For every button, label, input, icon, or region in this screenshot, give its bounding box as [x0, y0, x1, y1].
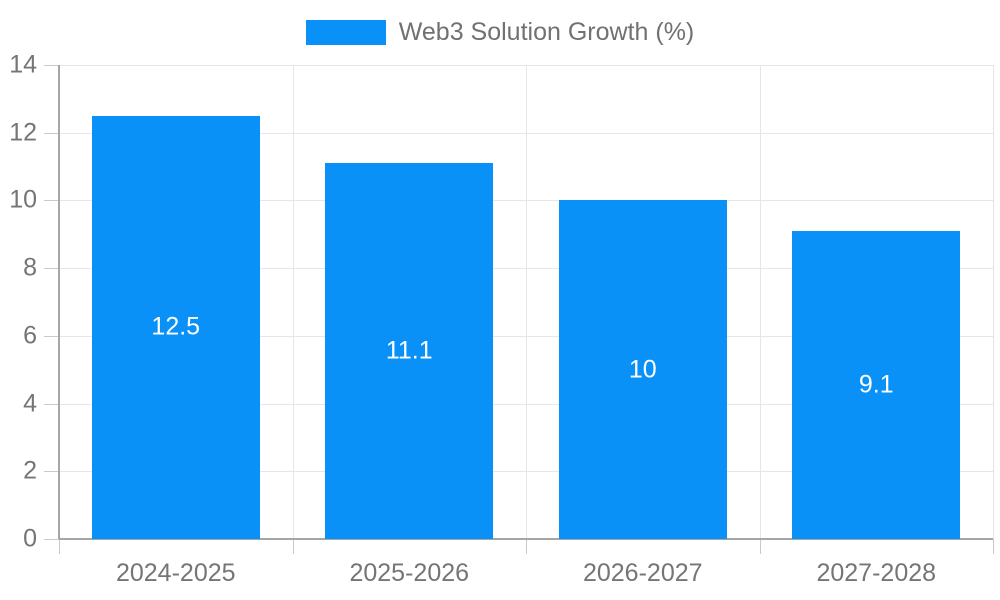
- gridline-vertical: [993, 65, 994, 539]
- y-axis-tick-label: 2: [23, 456, 37, 485]
- legend[interactable]: Web3 Solution Growth (%): [0, 18, 1000, 46]
- x-axis-tick: [292, 539, 294, 554]
- x-axis-category-label: 2026-2027: [582, 559, 703, 587]
- y-axis-tick-label: 14: [9, 50, 37, 79]
- bar-value-label: 12.5: [151, 312, 201, 341]
- x-axis-tick: [759, 539, 761, 554]
- y-axis-tick: [44, 65, 59, 66]
- x-axis-category-label: 2027-2028: [816, 559, 937, 587]
- y-axis-tick-label: 8: [23, 253, 37, 282]
- y-axis-line: [58, 65, 60, 539]
- bar-value-label: 10: [628, 355, 657, 384]
- gridline-vertical: [526, 65, 527, 539]
- bar-2024-2025[interactable]: [91, 115, 260, 539]
- legend-swatch[interactable]: [305, 19, 386, 45]
- y-axis-tick-label: 12: [9, 118, 37, 147]
- legend-label[interactable]: Web3 Solution Growth (%): [398, 18, 695, 46]
- y-axis-tick-label: 6: [23, 321, 37, 350]
- bar-2025-2026[interactable]: [325, 163, 494, 539]
- y-axis-tick: [44, 539, 59, 540]
- y-axis-tick: [44, 200, 59, 202]
- x-axis-line: [59, 538, 993, 540]
- y-axis-tick-label: 0: [23, 524, 37, 553]
- x-axis-tick: [59, 539, 60, 554]
- y-axis-tick: [44, 132, 59, 134]
- x-axis-tick: [526, 539, 527, 554]
- bar-value-label: 11.1: [385, 336, 433, 365]
- gridline-vertical: [292, 65, 294, 539]
- bar-2026-2027[interactable]: [558, 200, 727, 539]
- bar-2027-2028[interactable]: [792, 230, 961, 539]
- y-axis-tick-label: 4: [23, 389, 37, 418]
- bar-value-label: 9.1: [858, 370, 894, 399]
- x-axis-category-label: 2024-2025: [115, 559, 236, 587]
- y-axis-tick: [44, 268, 59, 270]
- y-axis-tick: [44, 471, 59, 473]
- y-axis-tick: [44, 335, 59, 337]
- x-axis-category-label: 2025-2026: [349, 559, 470, 587]
- x-axis-tick: [993, 539, 994, 554]
- gridline-vertical: [759, 65, 761, 539]
- y-axis-tick: [44, 403, 59, 405]
- y-axis-tick-label: 10: [9, 185, 37, 214]
